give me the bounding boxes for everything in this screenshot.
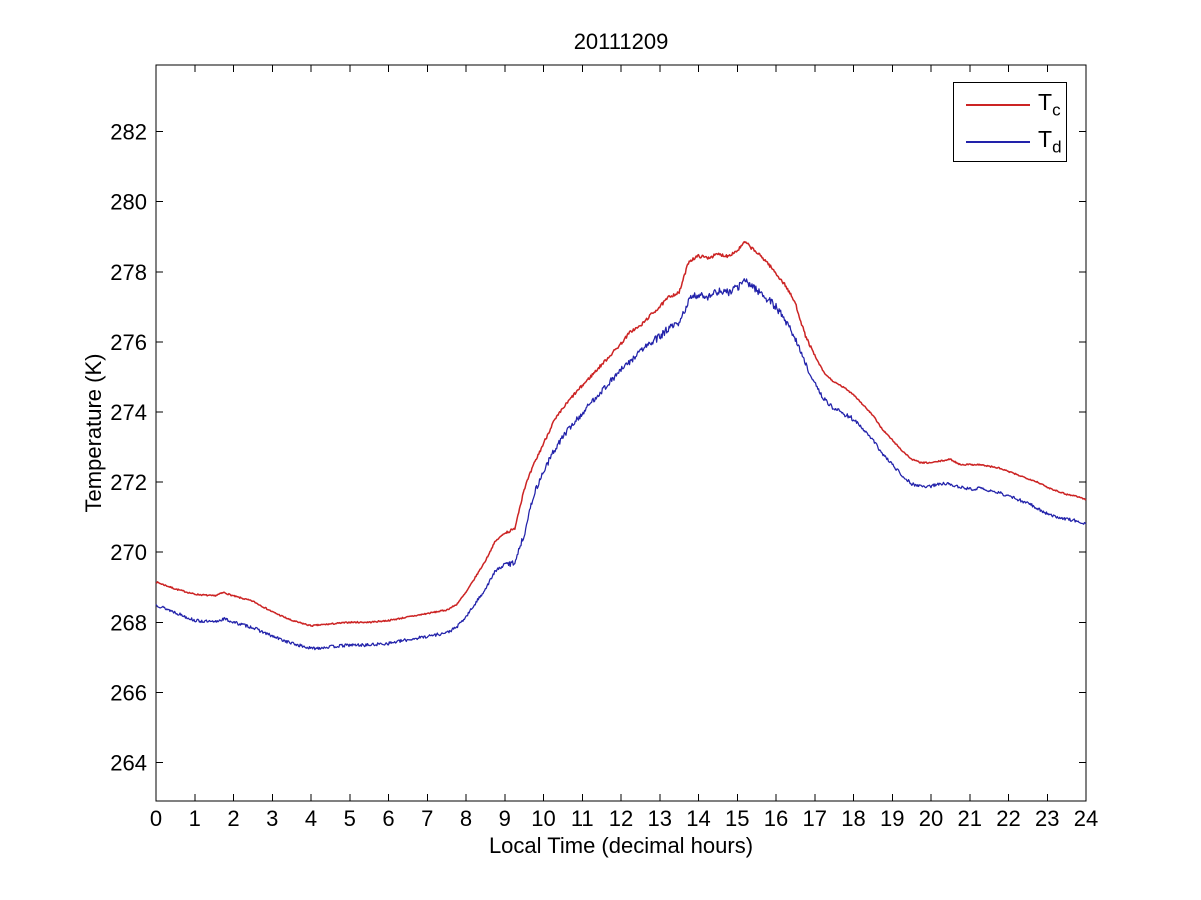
x-tick-label: 19	[880, 806, 904, 831]
x-tick-label: 20	[919, 806, 943, 831]
legend-line-sample-tc	[966, 104, 1030, 106]
legend-label-tc: Tc	[1038, 91, 1061, 119]
legend-entry-tc: Tc	[954, 90, 1066, 120]
x-tick-label: 9	[499, 806, 511, 831]
x-tick-label: 12	[609, 806, 633, 831]
x-tick-label: 11	[571, 806, 594, 831]
x-tick-label: 14	[686, 806, 710, 831]
x-tick-label: 17	[803, 806, 827, 831]
x-axis-label: Local Time (decimal hours)	[489, 833, 753, 858]
x-tick-label: 23	[1035, 806, 1059, 831]
series-line-td	[155, 278, 1087, 651]
legend-entry-td: Td	[954, 127, 1066, 157]
x-tick-label: 2	[227, 806, 239, 831]
x-tick-label: 16	[764, 806, 788, 831]
x-tick-label: 3	[266, 806, 278, 831]
y-tick-label: 272	[110, 470, 147, 495]
x-tick-label: 18	[841, 806, 865, 831]
series-line-tc	[155, 240, 1087, 627]
y-tick-label: 266	[110, 680, 147, 705]
legend-label-td: Td	[1038, 128, 1062, 156]
x-tick-label: 22	[996, 806, 1020, 831]
x-tick-label: 1	[189, 806, 201, 831]
y-tick-label: 268	[110, 610, 147, 635]
x-tick-label: 6	[382, 806, 394, 831]
legend-label-td-base: T	[1038, 126, 1053, 153]
axes-box	[155, 64, 1087, 802]
legend-label-tc-base: T	[1038, 89, 1053, 116]
plot-generated: 0 1 2 3 4 5 6 7 8 9 10 11 12 13 14 15 16 17 18 19 20 21 22 23 24…	[110, 64, 1098, 831]
legend-label-tc-sub: c	[1052, 100, 1061, 120]
y-tick-label: 276	[110, 330, 147, 355]
y-tick-label: 264	[110, 750, 147, 775]
y-tick-label: 270	[110, 540, 147, 565]
y-tick-label: 280	[110, 190, 147, 215]
x-tick-label: 13	[648, 806, 672, 831]
x-tick-label: 8	[460, 806, 472, 831]
x-tick-label: 5	[344, 806, 356, 831]
x-tick-label: 4	[305, 806, 317, 831]
y-tick-label: 278	[110, 260, 147, 285]
chart-title: 20111209	[574, 29, 669, 54]
y-axis-label: Temperature (K)	[81, 354, 106, 513]
x-tick-label: 0	[150, 806, 162, 831]
legend: Tc Td	[953, 82, 1067, 162]
x-tick-label: 7	[421, 806, 433, 831]
legend-line-sample-td	[966, 141, 1030, 143]
y-tick-label: 274	[110, 400, 147, 425]
legend-label-td-sub: d	[1052, 137, 1062, 157]
y-tick-label: 282	[110, 120, 147, 145]
x-tick-label: 10	[531, 806, 555, 831]
x-tick-label: 15	[725, 806, 749, 831]
x-tick-label: 24	[1074, 806, 1098, 831]
x-tick-label: 21	[958, 806, 982, 831]
